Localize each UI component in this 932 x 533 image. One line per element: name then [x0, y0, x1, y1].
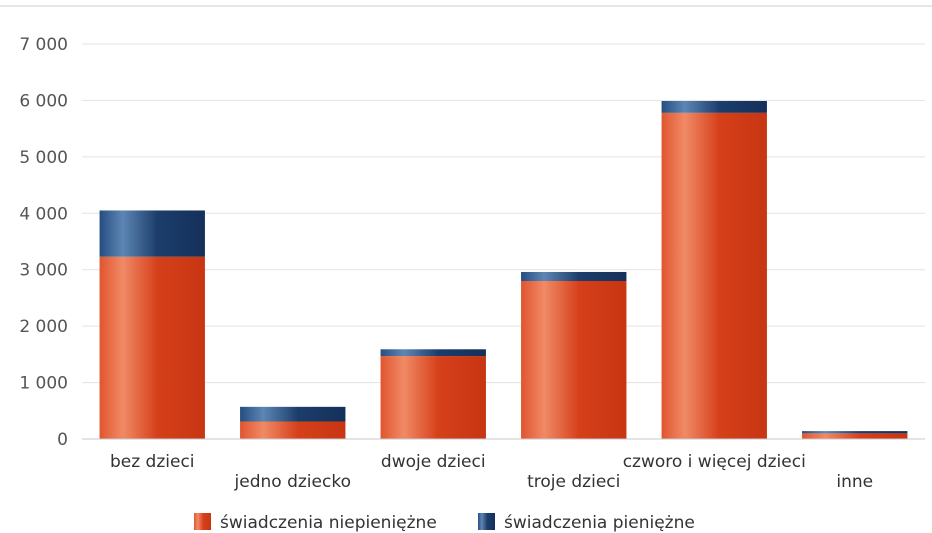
y-tick-label: 6 000 [19, 91, 68, 111]
bar-niepieniezne-1 [240, 421, 346, 439]
bar-pieniezne-5 [802, 431, 908, 434]
bars [99, 100, 908, 439]
bar-niepieniezne-2 [380, 356, 486, 439]
y-tick-label: 1 000 [19, 374, 68, 394]
bar-pieniezne-3 [521, 271, 627, 281]
x-category-label: bez dzieci [110, 452, 195, 472]
x-category-label: troje dzieci [527, 472, 620, 492]
y-tick-label: 0 [57, 430, 68, 450]
x-category-label: czworo i więcej dzieci [623, 452, 806, 472]
gridlines [82, 43, 925, 384]
bar-niepieniezne-5 [802, 433, 908, 439]
x-category-label: dwoje dzieci [381, 452, 486, 472]
bar-niepieniezne-0 [99, 256, 205, 439]
bar-niepieniezne-4 [661, 112, 767, 439]
x-axis-labels: bez dzieci jedno dziecko dwoje dzieci troje… [110, 452, 873, 492]
y-tick-label: 4 000 [19, 204, 68, 224]
bar-niepieniezne-3 [521, 281, 627, 439]
y-tick-label: 5 000 [19, 148, 68, 168]
x-category-label: inne [836, 472, 873, 492]
x-category-label: jedno dziecko [234, 472, 351, 492]
legend-swatch [478, 513, 495, 530]
legend: świadczenia niepieniężne świadczenia pien… [194, 513, 695, 533]
legend-swatch [194, 513, 211, 530]
y-tick-label: 3 000 [19, 261, 68, 281]
y-axis-ticks: 0 1 000 2 000 3 000 4 000 5 000 6 000 7 000 [19, 35, 68, 450]
bar-pieniezne-1 [240, 406, 346, 422]
bar-pieniezne-0 [99, 210, 205, 257]
legend-label: świadczenia pieniężne [504, 513, 695, 533]
y-tick-label: 7 000 [19, 35, 68, 55]
bar-pieniezne-4 [661, 100, 767, 113]
y-tick-label: 2 000 [19, 317, 68, 337]
legend-label: świadczenia niepieniężne [220, 513, 437, 533]
bar-pieniezne-2 [380, 349, 486, 357]
